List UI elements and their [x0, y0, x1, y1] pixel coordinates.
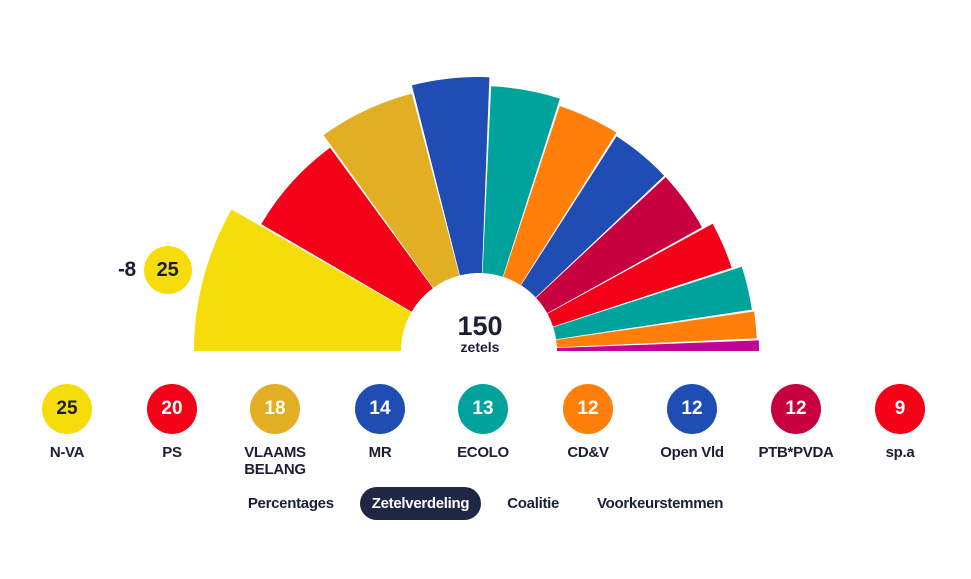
legend-party-name: sp.a [885, 444, 915, 461]
legend-party-name: CD&V [567, 444, 609, 461]
seat-segment-party-12[interactable] [556, 340, 759, 351]
seat-segment-ps[interactable] [261, 147, 433, 312]
legend-seat-count: 25 [42, 384, 92, 434]
legend-item[interactable]: 14 MR [325, 384, 435, 461]
seat-segment-open-vld[interactable] [521, 136, 665, 298]
legend-party-name: PTB*PVDA [758, 444, 834, 461]
legend-item[interactable]: 9 sp.a [845, 384, 955, 461]
legend-party-name: N-VA [49, 444, 85, 461]
legend-seat-count: 13 [458, 384, 508, 434]
legend-seat-count: 12 [563, 384, 613, 434]
total-seats-unit: zetels [460, 339, 500, 355]
legend-item[interactable]: 12 PTB*PVDA [741, 384, 851, 461]
legend-item[interactable]: 13 ECOLO [428, 384, 538, 461]
highlight-seat-badge: 25 [143, 246, 192, 294]
legend-item[interactable]: 12 Open Vld [637, 384, 747, 461]
seat-segment-sp-a[interactable] [547, 223, 732, 327]
legend-party-name: Open Vld [660, 444, 724, 461]
party-legend: 25 N-VA 20 PS 18 VLAAMS BELANG 14 MR 13 ECOLO 12 CD&… [0, 384, 971, 484]
legend-party-name: MR [368, 444, 392, 461]
legend-item[interactable]: 20 PS [117, 384, 227, 461]
legend-party-name: PS [162, 444, 182, 461]
total-seats-label: 150 zetels [420, 312, 540, 354]
seat-change-label: -8 [118, 258, 136, 281]
tab-coalitie[interactable]: Coalitie [507, 494, 560, 512]
seat-segment-party-10[interactable] [553, 266, 752, 340]
seat-segment-cd-v[interactable] [503, 105, 617, 285]
tab-voorkeurstemmen[interactable]: Voorkeurstemmen [597, 494, 724, 512]
legend-item[interactable]: 12 CD&V [533, 384, 643, 461]
total-seats-value: 150 [457, 311, 503, 341]
highlight-callout: -8 25 [118, 246, 192, 294]
legend-seat-count: 14 [355, 384, 405, 434]
legend-party-name: VLAAMS BELANG [244, 444, 306, 478]
seat-segment-ptb-pvda[interactable] [536, 177, 702, 314]
legend-item[interactable]: 25 N-VA [12, 384, 122, 461]
legend-seat-count: 12 [771, 384, 821, 434]
hemicycle-chart [194, 77, 759, 351]
legend-seat-count: 9 [875, 384, 925, 434]
legend-party-name: ECOLO [457, 444, 509, 461]
tab-percentages[interactable]: Percentages [247, 494, 334, 512]
legend-seat-count: 20 [147, 384, 197, 434]
tab-zetelverdeling[interactable]: Zetelverdeling [359, 486, 482, 520]
legend-item[interactable]: 18 VLAAMS BELANG [220, 384, 330, 478]
seat-segment-ecolo[interactable] [482, 86, 560, 277]
seat-segment-vlaams-belang[interactable] [323, 93, 460, 288]
seat-segment-n-va[interactable] [194, 209, 412, 351]
legend-seat-count: 12 [667, 384, 717, 434]
legend-seat-count: 18 [250, 384, 300, 434]
view-tabs: Percentages Zetelverdeling Coalitie Voorkeu… [0, 486, 971, 520]
seat-segment-mr[interactable] [411, 77, 490, 276]
seat-segment-party-11[interactable] [556, 311, 757, 348]
